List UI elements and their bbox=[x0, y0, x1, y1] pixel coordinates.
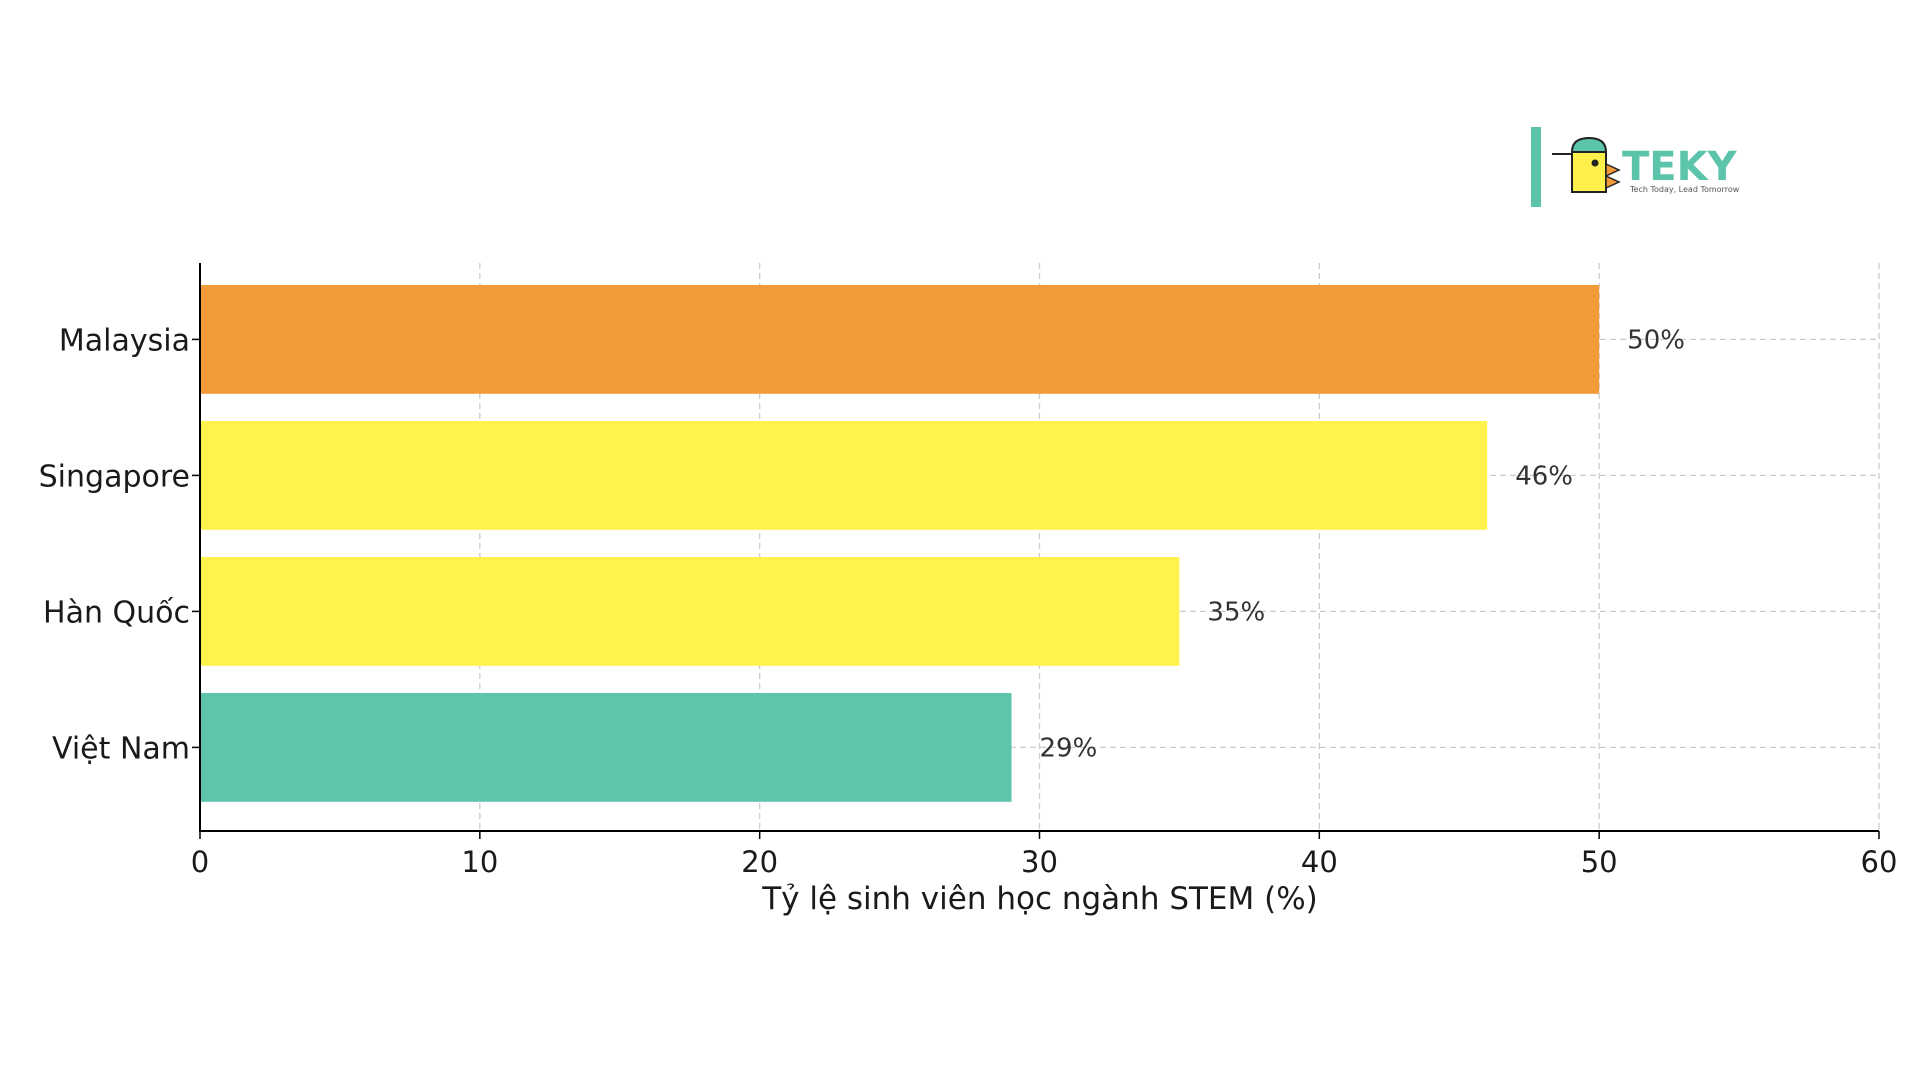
bar bbox=[200, 285, 1600, 394]
bar bbox=[200, 421, 1488, 530]
bar bbox=[200, 557, 1180, 666]
bird-icon bbox=[1552, 136, 1621, 193]
y-tick-label: Việt Nam bbox=[52, 731, 190, 766]
data-label: 35% bbox=[1207, 597, 1265, 627]
x-tick-label: 20 bbox=[741, 845, 778, 879]
x-axis-title: Tỷ lệ sinh viên học ngành STEM (%) bbox=[761, 881, 1318, 917]
teky-logo: TEKY Tech Today, Lead Tomorrow bbox=[1531, 127, 1740, 207]
value-labels: 50% 46% 35% 29% bbox=[1040, 325, 1685, 763]
x-tick-label: 40 bbox=[1301, 845, 1338, 879]
bar bbox=[200, 693, 1012, 802]
x-ticks: 0 10 20 30 40 50 60 bbox=[191, 831, 1898, 879]
bars bbox=[200, 285, 1600, 802]
logo-brand-text: TEKY bbox=[1622, 144, 1738, 190]
y-ticks: Malaysia Singapore Hàn Quốc Việt Nam bbox=[39, 323, 200, 766]
plot-area: 50% 46% 35% 29% 0 10 20 30 40 50 60 Malaysia Singa… bbox=[39, 263, 1898, 917]
data-label: 29% bbox=[1040, 733, 1098, 763]
logo-bar bbox=[1531, 127, 1541, 207]
logo-tagline: Tech Today, Lead Tomorrow bbox=[1629, 185, 1740, 194]
x-tick-label: 60 bbox=[1861, 845, 1898, 879]
x-tick-label: 50 bbox=[1581, 845, 1618, 879]
data-label: 46% bbox=[1515, 461, 1573, 491]
data-label: 50% bbox=[1627, 325, 1685, 355]
y-tick-label: Hàn Quốc bbox=[43, 595, 190, 630]
x-tick-label: 10 bbox=[461, 845, 498, 879]
y-tick-label: Malaysia bbox=[59, 323, 190, 358]
y-tick-label: Singapore bbox=[39, 459, 190, 494]
x-tick-label: 30 bbox=[1021, 845, 1058, 879]
x-tick-label: 0 bbox=[191, 845, 209, 879]
